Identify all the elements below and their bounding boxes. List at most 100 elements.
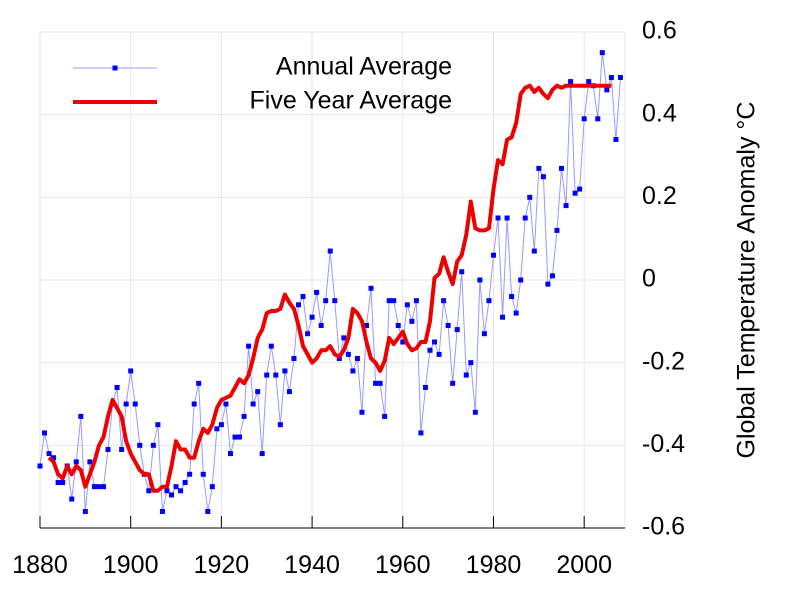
annual-average-point — [218, 422, 224, 428]
annual-average-point — [513, 310, 519, 316]
legend-five-year-label: Five Year Average — [250, 87, 452, 115]
annual-average-point — [132, 401, 138, 407]
annual-average-point — [259, 451, 265, 457]
annual-average-point — [549, 273, 555, 279]
annual-average-point — [586, 79, 592, 85]
annual-average-point — [364, 322, 370, 328]
annual-average-point — [196, 380, 202, 386]
y-tick-label: -0.2 — [642, 347, 685, 375]
annual-average-point — [273, 372, 279, 378]
annual-average-point — [295, 302, 301, 308]
annual-average-point — [318, 322, 324, 328]
annual-average-point — [432, 339, 438, 345]
annual-average-point — [527, 194, 533, 200]
annual-average-point — [82, 508, 88, 514]
annual-average-point — [391, 298, 397, 304]
annual-average-point — [78, 413, 84, 419]
series-layer — [37, 50, 623, 514]
annual-average-point — [277, 422, 283, 428]
annual-average-point — [237, 434, 243, 440]
annual-average-point — [314, 289, 320, 295]
annual-average-point — [604, 87, 610, 93]
annual-average-point — [613, 136, 619, 142]
annual-average-point — [42, 430, 48, 436]
annual-average-point — [468, 360, 474, 366]
annual-average-point — [477, 277, 483, 283]
annual-average-point — [463, 372, 469, 378]
annual-average-point — [404, 302, 410, 308]
annual-average-point — [436, 351, 442, 357]
annual-average-point — [123, 401, 129, 407]
x-tick-label: 1960 — [375, 551, 431, 579]
annual-average-point — [400, 339, 406, 345]
legend: Annual Average Five Year Average — [73, 53, 452, 115]
x-tick-label: 1940 — [284, 551, 340, 579]
x-tick-label: 1900 — [103, 551, 159, 579]
annual-average-point — [105, 446, 111, 452]
annual-average-point — [345, 351, 351, 357]
annual-average-point — [599, 50, 605, 56]
x-tick-label: 2000 — [556, 551, 612, 579]
x-tick-label: 1920 — [194, 551, 250, 579]
annual-average-point — [96, 484, 102, 490]
annual-average-point — [332, 298, 338, 304]
axes: 1880 1900 1920 1940 1960 1980 2000 0.6 0.4 0.2 0 -0… — [12, 17, 685, 579]
y-tick-label: -0.6 — [642, 513, 685, 541]
annual-average-point — [409, 318, 415, 324]
annual-average-point — [422, 384, 428, 390]
annual-average-point — [214, 426, 220, 432]
annual-average-point — [241, 413, 247, 419]
annual-average-point — [137, 442, 143, 448]
annual-average-point — [250, 401, 256, 407]
annual-average-point — [450, 380, 456, 386]
annual-average-point — [327, 248, 333, 254]
annual-average-point — [559, 165, 565, 171]
annual-average-point — [119, 446, 125, 452]
annual-average-point — [187, 471, 193, 477]
annual-average-point — [554, 227, 560, 233]
annual-average-point — [305, 331, 311, 337]
annual-average-point — [87, 459, 93, 465]
legend-annual-label: Annual Average — [276, 53, 452, 81]
annual-average-point — [368, 285, 374, 291]
annual-average-point — [309, 314, 315, 320]
annual-average-point — [504, 215, 510, 221]
grid — [39, 31, 626, 529]
annual-average-point — [382, 413, 388, 419]
annual-average-point — [545, 281, 551, 287]
annual-average-point — [100, 484, 106, 490]
annual-average-point — [486, 298, 492, 304]
annual-average-point — [291, 356, 297, 362]
annual-average-point — [418, 430, 424, 436]
annual-average-point — [531, 248, 537, 254]
y-tick-label: 0.4 — [642, 99, 677, 127]
annual-average-point — [155, 422, 161, 428]
annual-average-point — [323, 298, 329, 304]
annual-average-point — [595, 116, 601, 122]
five-year-average-line — [47, 83, 612, 493]
annual-average-point — [563, 203, 569, 209]
annual-average-point — [69, 496, 75, 502]
annual-average-point — [395, 322, 401, 328]
annual-average-point — [386, 298, 392, 304]
annual-average-point — [178, 488, 184, 494]
annual-average-point — [146, 488, 152, 494]
annual-average-point — [191, 401, 197, 407]
annual-average-point — [91, 484, 97, 490]
annual-average-point — [286, 389, 292, 395]
annual-average-point — [454, 327, 460, 333]
annual-average-point — [608, 74, 614, 80]
annual-average-point — [581, 116, 587, 122]
y-tick-label: 0.6 — [642, 17, 677, 45]
annual-average-point — [46, 451, 52, 457]
annual-average-point — [495, 215, 501, 221]
annual-average-point — [577, 186, 583, 192]
annual-average-point — [441, 298, 447, 304]
annual-average-point — [413, 298, 419, 304]
annual-average-point — [509, 294, 515, 300]
annual-average-point — [60, 480, 66, 486]
y-tick-label: -0.4 — [642, 430, 685, 458]
annual-average-point — [169, 492, 175, 498]
annual-average-point — [300, 294, 306, 300]
